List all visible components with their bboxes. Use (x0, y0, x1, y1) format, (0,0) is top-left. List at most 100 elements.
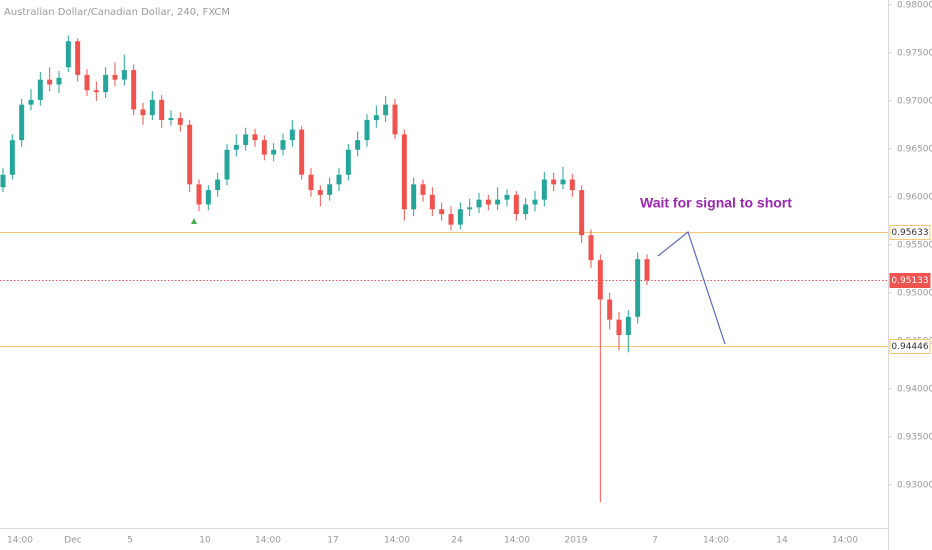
candle-body (9, 140, 15, 175)
x-tick-label: 17 (327, 536, 338, 546)
price-label: 0.95133 (891, 276, 928, 286)
annotation: Wait for signal to short (640, 195, 792, 211)
candle-body (261, 140, 267, 155)
candle-body (429, 194, 435, 210)
candle-body (168, 118, 174, 120)
price-label: 0.94446 (891, 342, 928, 352)
candle-body (317, 190, 323, 195)
candle-body (224, 149, 230, 180)
price-label: 0.95633 (891, 228, 928, 238)
candle-body (439, 209, 445, 215)
candle-body (205, 190, 211, 205)
candle-body (215, 179, 221, 191)
x-tick-label: 5 (127, 536, 133, 546)
candle-body (299, 129, 305, 175)
candle-body (327, 184, 333, 195)
x-tick-label: 14:00 (255, 536, 281, 546)
x-tick-label: 14:00 (384, 536, 410, 546)
candle-body (243, 134, 249, 145)
candle-body (616, 319, 622, 336)
x-tick-label: 14:00 (703, 536, 729, 546)
candle-body (551, 179, 557, 185)
x-tick-label: 14:00 (7, 536, 33, 546)
candle-body (597, 260, 603, 300)
price-label-box (889, 339, 931, 354)
candle-body (149, 99, 155, 116)
x-tick-label: 24 (451, 536, 463, 546)
candle-body (280, 140, 286, 150)
candle-body (233, 144, 239, 150)
x-tick-label: 14:00 (504, 536, 530, 546)
y-tick-label: 0.93500 (897, 432, 932, 442)
candle-body (65, 41, 71, 68)
candle-body (47, 79, 53, 85)
candle-body (504, 194, 510, 200)
candle-body (383, 104, 389, 116)
candle-body (569, 179, 575, 191)
candle-body (140, 109, 146, 116)
x-tick-label: 10 (199, 536, 211, 546)
candle-body (635, 259, 641, 317)
signal-marker (191, 218, 197, 224)
candle-body (93, 90, 99, 93)
y-tick-label: 0.97500 (897, 48, 932, 58)
candle-body (523, 204, 529, 215)
candle-body (476, 199, 482, 208)
candle-body (75, 41, 81, 75)
candle-body (411, 184, 417, 210)
y-tick-label: 0.93000 (897, 480, 932, 490)
candle-body (56, 77, 62, 85)
candle-body (560, 179, 566, 185)
price-label-box (889, 273, 931, 288)
candle-body (457, 209, 463, 225)
y-tick-label: 0.98000 (897, 0, 932, 10)
candle-body (131, 70, 137, 110)
x-tick-label: 14:00 (832, 536, 858, 546)
candle-body (625, 316, 631, 336)
projection-path (657, 230, 726, 345)
candle-body (541, 179, 547, 200)
candle-body (84, 74, 90, 91)
y-tick-label: 0.95000 (897, 288, 932, 298)
candle-body (308, 174, 314, 191)
plot-area (0, 35, 888, 503)
candle-body (0, 174, 6, 188)
x-tick-label: Dec (64, 536, 81, 546)
candle-body (19, 104, 25, 141)
x-tick-label: 7 (652, 536, 658, 546)
chart-title: Australian Dollar/Canadian Dollar, 240, … (4, 7, 230, 18)
candle-body (420, 184, 426, 195)
candle-body (532, 199, 538, 205)
candle-body (103, 74, 109, 93)
candle-body (392, 104, 398, 135)
candle-body (121, 70, 127, 80)
candle-body (364, 120, 370, 141)
candle-body (355, 140, 361, 150)
candle-body (336, 174, 342, 185)
candle-body (373, 115, 379, 120)
candle-body (196, 184, 202, 205)
candle-body (607, 299, 613, 320)
candle-body (588, 235, 594, 261)
candle-body (252, 134, 258, 141)
candle-body (485, 199, 491, 205)
y-tick-label: 0.96500 (897, 144, 932, 154)
candle-body (159, 99, 165, 120)
candle-body (467, 207, 473, 210)
candle-body (644, 259, 650, 281)
candle-body (177, 118, 183, 125)
candle-body (513, 194, 519, 215)
candle-body (271, 149, 277, 155)
candle-body (345, 149, 351, 175)
price-label-box (889, 225, 931, 240)
candle-body (448, 214, 454, 225)
x-tick-label: 14 (776, 536, 788, 546)
y-tick-label: 0.95500 (897, 240, 932, 250)
y-tick-label: 0.96000 (897, 192, 932, 202)
candle-body (187, 124, 193, 185)
y-tick-label: 0.94000 (897, 384, 932, 394)
candle-body (401, 134, 407, 210)
candle-body (495, 199, 501, 205)
